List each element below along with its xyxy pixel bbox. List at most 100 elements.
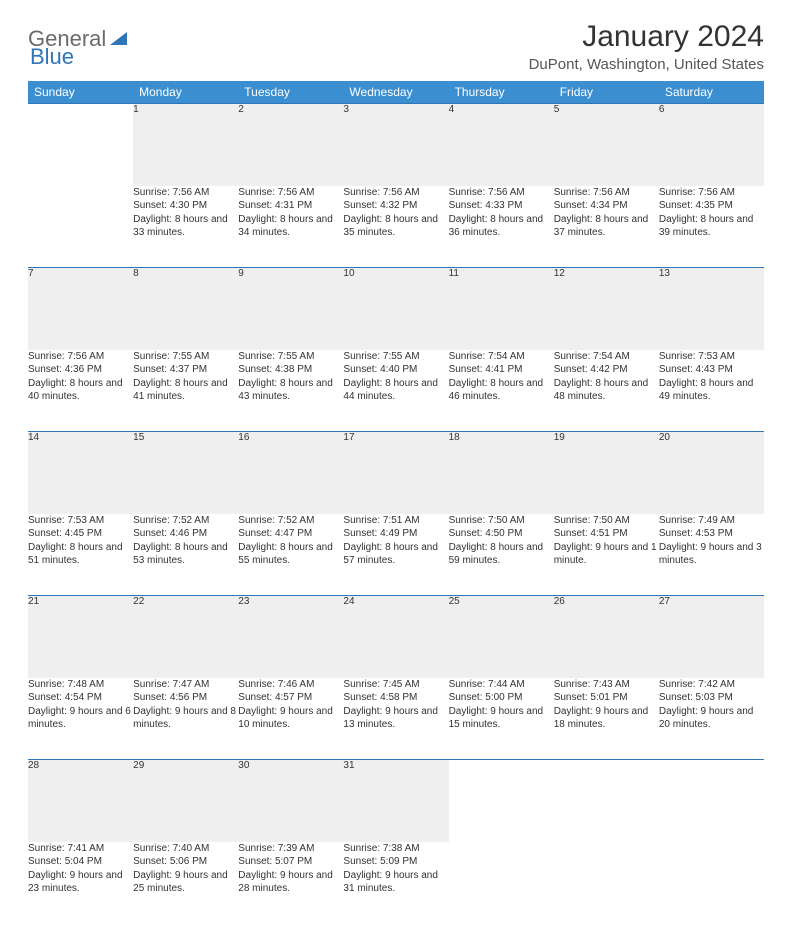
day-number-cell: 23 [238,596,343,678]
day-body-cell: Sunrise: 7:48 AMSunset: 4:54 PMDaylight:… [28,678,133,760]
day-body-row: Sunrise: 7:41 AMSunset: 5:04 PM Daylight:… [28,842,764,924]
sunrise-line: Sunrise: 7:41 AM [28,842,133,856]
day-number-cell: 4 [449,104,554,186]
daylight-line: Daylight: 9 hours and 15 minutes. [449,705,554,732]
day-body-cell: Sunrise: 7:51 AMSunset: 4:49 PMDaylight:… [343,514,448,596]
day-number-cell: 9 [238,268,343,350]
sunrise-line: Sunrise: 7:55 AM [238,350,343,364]
daylight-line: Daylight: 8 hours and 36 minutes. [449,213,554,240]
day-body-cell [28,186,133,268]
day-number-cell: 16 [238,432,343,514]
day-number-cell: 30 [238,760,343,842]
sunrise-line: Sunrise: 7:42 AM [659,678,764,692]
daylight-line: Daylight: 8 hours and 39 minutes. [659,213,764,240]
daylight-line: Daylight: 9 hours and 18 minutes. [554,705,659,732]
sunset-line: Sunset: 4:41 PM [449,363,554,377]
day-header: Friday [554,81,659,104]
day-body-cell: Sunrise: 7:56 AMSunset: 4:31 PMDaylight:… [238,186,343,268]
sunrise-line: Sunrise: 7:50 AM [449,514,554,528]
day-number-cell: 8 [133,268,238,350]
sunrise-line: Sunrise: 7:48 AM [28,678,133,692]
day-body-cell: Sunrise: 7:53 AMSunset: 4:43 PMDaylight:… [659,350,764,432]
sunrise-line: Sunrise: 7:43 AM [554,678,659,692]
daylight-line: Daylight: 8 hours and 37 minutes. [554,213,659,240]
day-number-cell: 7 [28,268,133,350]
sunrise-line: Sunrise: 7:56 AM [238,186,343,200]
day-header: Sunday [28,81,133,104]
day-number-cell: 22 [133,596,238,678]
daylight-line: Daylight: 8 hours and 49 minutes. [659,377,764,404]
day-number-cell: 3 [343,104,448,186]
month-title: January 2024 [529,20,764,54]
sunrise-line: Sunrise: 7:44 AM [449,678,554,692]
sunrise-line: Sunrise: 7:45 AM [343,678,448,692]
daylight-line: Daylight: 9 hours and 28 minutes. [238,869,343,896]
sunset-line: Sunset: 4:58 PM [343,691,448,705]
sunrise-line: Sunrise: 7:55 AM [133,350,238,364]
daylight-line: Daylight: 9 hours and 10 minutes. [238,705,343,732]
sunrise-line: Sunrise: 7:54 AM [554,350,659,364]
day-number-cell: 26 [554,596,659,678]
daylight-line: Daylight: 9 hours and 13 minutes. [343,705,448,732]
sunset-line: Sunset: 4:49 PM [343,527,448,541]
sunrise-line: Sunrise: 7:53 AM [659,350,764,364]
day-body-cell: Sunrise: 7:44 AMSunset: 5:00 PMDaylight:… [449,678,554,760]
day-body-cell: Sunrise: 7:50 AMSunset: 4:51 PMDaylight:… [554,514,659,596]
day-number-cell: 5 [554,104,659,186]
day-number-cell: 6 [659,104,764,186]
sunset-line: Sunset: 4:56 PM [133,691,238,705]
day-body-cell [449,842,554,924]
sunset-line: Sunset: 4:54 PM [28,691,133,705]
sunrise-line: Sunrise: 7:54 AM [449,350,554,364]
day-number-cell [659,760,764,842]
sunset-line: Sunset: 4:38 PM [238,363,343,377]
day-body-cell: Sunrise: 7:52 AMSunset: 4:47 PMDaylight:… [238,514,343,596]
sunset-line: Sunset: 5:09 PM [343,855,448,869]
sunset-line: Sunset: 5:00 PM [449,691,554,705]
day-body-cell: Sunrise: 7:49 AMSunset: 4:53 PMDaylight:… [659,514,764,596]
daylight-line: Daylight: 9 hours and 3 minutes. [659,541,764,568]
daylight-line: Daylight: 8 hours and 43 minutes. [238,377,343,404]
day-body-cell: Sunrise: 7:54 AMSunset: 4:41 PMDaylight:… [449,350,554,432]
day-body-cell: Sunrise: 7:54 AMSunset: 4:42 PMDaylight:… [554,350,659,432]
sunrise-line: Sunrise: 7:46 AM [238,678,343,692]
day-header: Saturday [659,81,764,104]
daylight-line: Daylight: 8 hours and 46 minutes. [449,377,554,404]
sunset-line: Sunset: 4:37 PM [133,363,238,377]
sunset-line: Sunset: 4:45 PM [28,527,133,541]
sunrise-line: Sunrise: 7:56 AM [554,186,659,200]
day-number-cell: 20 [659,432,764,514]
sunset-line: Sunset: 5:04 PM [28,855,133,869]
sunrise-line: Sunrise: 7:53 AM [28,514,133,528]
sunset-line: Sunset: 4:31 PM [238,199,343,213]
day-body-row: Sunrise: 7:56 AMSunset: 4:30 PMDaylight:… [28,186,764,268]
sunset-line: Sunset: 4:50 PM [449,527,554,541]
sunset-line: Sunset: 4:32 PM [343,199,448,213]
day-body-cell: Sunrise: 7:56 AMSunset: 4:33 PMDaylight:… [449,186,554,268]
day-body-row: Sunrise: 7:53 AMSunset: 4:45 PM Daylight:… [28,514,764,596]
sunrise-line: Sunrise: 7:38 AM [343,842,448,856]
day-body-cell: Sunrise: 7:38 AMSunset: 5:09 PMDaylight:… [343,842,448,924]
day-number-cell: 14 [28,432,133,514]
daylight-line: Daylight: 8 hours and 57 minutes. [343,541,448,568]
sunset-line: Sunset: 4:53 PM [659,527,764,541]
day-number-cell: 28 [28,760,133,842]
sunset-line: Sunset: 4:47 PM [238,527,343,541]
daylight-line: Daylight: 8 hours and 40 minutes. [28,377,133,404]
day-number-cell: 12 [554,268,659,350]
day-body-cell: Sunrise: 7:41 AMSunset: 5:04 PMDaylight:… [28,842,133,924]
day-header-row: Sunday Monday Tuesday Wednesday Thursday… [28,81,764,104]
day-number-cell [554,760,659,842]
day-number-cell: 1 [133,104,238,186]
sunset-line: Sunset: 5:07 PM [238,855,343,869]
day-body-cell: Sunrise: 7:50 AMSunset: 4:50 PMDaylight:… [449,514,554,596]
day-header: Tuesday [238,81,343,104]
day-body-cell: Sunrise: 7:45 AMSunset: 4:58 PMDaylight:… [343,678,448,760]
sunrise-line: Sunrise: 7:51 AM [343,514,448,528]
sunrise-line: Sunrise: 7:55 AM [343,350,448,364]
day-body-cell [659,842,764,924]
day-number-cell: 19 [554,432,659,514]
sail-icon [109,30,129,48]
sunset-line: Sunset: 4:36 PM [28,363,133,377]
day-number-row: 78910111213 [28,268,764,350]
